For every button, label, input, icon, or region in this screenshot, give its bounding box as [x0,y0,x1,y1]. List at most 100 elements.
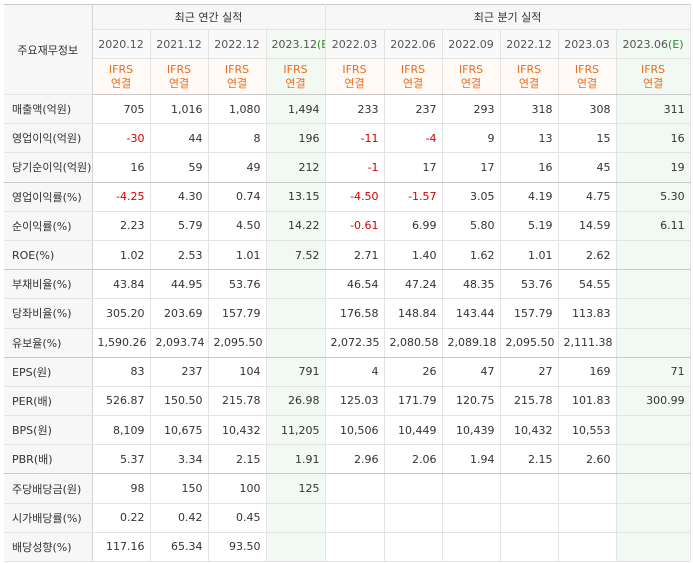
table-cell [266,269,326,300]
table-row: 주당배당금(원) 98 150 100 125 [4,473,691,504]
period-header: 2023.12(E) [266,29,326,59]
table-cell: -0.61 [324,211,385,241]
table-cell [442,473,501,504]
table-cell: 2.62 [558,240,617,271]
table-cell: 8 [208,123,267,154]
table-cell: -11 [324,123,385,154]
table-cell: 2.71 [324,240,385,271]
table-cell: 16 [500,152,559,183]
table-cell: 19 [616,152,691,183]
row-label: 영업이익률(%) [4,182,93,212]
table-cell [500,532,559,563]
table-cell: 5.19 [500,211,559,241]
row-label: 배당성향(%) [4,532,93,563]
table-cell [266,328,326,358]
table-cell: 65.34 [150,532,209,563]
table-cell: 8,109 [92,415,151,446]
accounting-standard: IFRS 연결 [92,58,151,95]
table-cell: 526.87 [92,386,151,417]
table-cell [384,532,443,563]
table-cell: 17 [442,152,501,183]
table-cell: 48.35 [442,269,501,300]
table-cell: 6.11 [616,211,691,241]
table-cell [324,503,385,533]
row-label: 부채비율(%) [4,269,93,300]
table-cell [266,298,326,329]
table-cell: 143.44 [442,298,501,329]
quarter-header: 최근 분기 실적 [324,4,691,30]
accounting-standard: IFRS 연결 [558,58,617,95]
table-cell [384,503,443,533]
table-cell: 5.30 [616,182,691,212]
table-cell: 4.19 [500,182,559,212]
table-cell: 1.94 [442,444,501,475]
table-row: 당좌비율(%) 305.20 203.69 157.79 176.58 148.84 143… [4,298,691,329]
table-row: 영업이익(억원) -30 44 8 196 -11 -4 9 13 15 16 [4,123,691,154]
table-cell: 98 [92,473,151,504]
row-label: 당좌비율(%) [4,298,93,329]
table-cell [616,328,691,358]
table-cell: 215.78 [500,386,559,417]
table-cell: 6.99 [384,211,443,241]
table-cell [558,473,617,504]
period-header: 2022.03 [324,29,385,59]
table-cell: 0.45 [208,503,267,533]
accounting-standard: IFRS 연결 [150,58,209,95]
table-cell: 13.15 [266,182,326,212]
table-cell: 4.50 [208,211,267,241]
table-row: 순이익률(%) 2.23 5.79 4.50 14.22 -0.61 6.99 5.80 5.1… [4,211,691,241]
table-cell: 2,072.35 [324,328,385,358]
table-cell [616,269,691,300]
table-cell: 46.54 [324,269,385,300]
table-cell: 2,095.50 [208,328,267,358]
table-row: 영업이익률(%) -4.25 4.30 0.74 13.15 -4.50 -1.57 3.05… [4,182,691,212]
table-cell: 59 [150,152,209,183]
table-cell: 17 [384,152,443,183]
table-cell: 120.75 [442,386,501,417]
period-header: 2022.09 [442,29,501,59]
period-header: 2023.03 [558,29,617,59]
table-cell: 171.79 [384,386,443,417]
table-cell: 1.62 [442,240,501,271]
table-cell: 2.96 [324,444,385,475]
table-cell [616,444,691,475]
period-header: 2021.12 [150,29,209,59]
row-label: 유보율(%) [4,328,93,358]
row-label: 순이익률(%) [4,211,93,241]
table-cell: 53.76 [500,269,559,300]
table-cell: 176.58 [324,298,385,329]
table-cell: 2,089.18 [442,328,501,358]
table-cell: 203.69 [150,298,209,329]
table-cell: 212 [266,152,326,183]
table-cell: 0.42 [150,503,209,533]
table-row: 부채비율(%) 43.84 44.95 53.76 46.54 47.24 48.35 53.… [4,269,691,300]
table-cell: 1.91 [266,444,326,475]
table-cell: 11,205 [266,415,326,446]
table-cell: 157.79 [500,298,559,329]
row-label: PER(배) [4,386,93,417]
row-label: 주당배당금(원) [4,473,93,504]
table-cell [266,532,326,563]
accounting-standard: IFRS 연결 [384,58,443,95]
table-cell: 2.60 [558,444,617,475]
period-header: 2020.12 [92,29,151,59]
table-cell: 196 [266,123,326,154]
table-cell: 10,675 [150,415,209,446]
table-cell [384,473,443,504]
table-cell: 4.30 [150,182,209,212]
table-cell: -1 [324,152,385,183]
table-cell: 44 [150,123,209,154]
table-row: 시가배당률(%) 0.22 0.42 0.45 [4,503,691,533]
table-cell: 54.55 [558,269,617,300]
table-cell: 117.16 [92,532,151,563]
table-cell: -4 [384,123,443,154]
row-label: BPS(원) [4,415,93,446]
row-label: PBR(배) [4,444,93,475]
table-cell: 44.95 [150,269,209,300]
table-cell: 150.50 [150,386,209,417]
table-cell [616,503,691,533]
row-label: 시가배당률(%) [4,503,93,533]
table-cell: 93.50 [208,532,267,563]
table-cell [616,298,691,329]
table-cell [616,240,691,271]
